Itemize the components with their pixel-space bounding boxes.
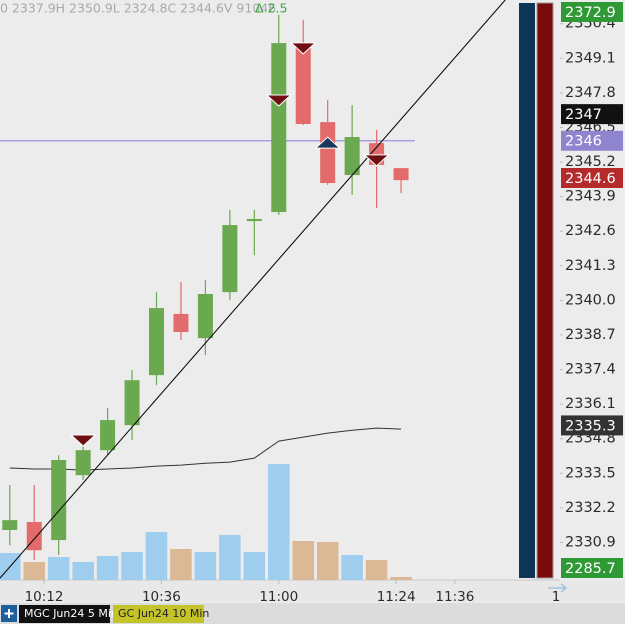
price-tag-label: 2344.6 (565, 171, 616, 187)
volume-bar (72, 562, 94, 580)
y-tick-label: 2349.1 (565, 50, 616, 66)
x-end-label: 1 (552, 589, 561, 605)
volume-bar (292, 541, 314, 580)
volume-bar (341, 555, 363, 580)
header-delta: Δ 2.5 (255, 1, 287, 16)
x-tick-label: 10:12 (25, 589, 64, 605)
y-tick-label: 2343.9 (565, 189, 616, 205)
column-bar-red (536, 2, 554, 579)
volume-bar (243, 552, 266, 580)
moving-average (9, 427, 402, 471)
candle-body (149, 308, 165, 376)
y-tick-label: 2333.5 (565, 465, 616, 481)
price-tag-label: 2347 (565, 107, 602, 123)
x-tick-label: 11:24 (377, 589, 416, 605)
price-tag (561, 2, 623, 22)
y-tick-label: 2347.8 (565, 85, 616, 101)
price-tag-label: 2372.9 (565, 5, 616, 21)
header-ohlc: 0 2337.9H 2350.9L 2324.8C 2344.6V 91046 (0, 1, 276, 16)
x-tick-label: 10:36 (142, 589, 181, 605)
volume-bar (121, 552, 143, 580)
candle-body (271, 43, 287, 213)
volume-bar (268, 464, 290, 580)
candle-body (124, 380, 140, 426)
volume-bar (219, 535, 241, 580)
column-bar-blue (519, 3, 535, 578)
volume-bar (145, 532, 168, 580)
candle-body (75, 450, 91, 476)
volume-bar (316, 542, 339, 580)
y-tick-label: 2337.4 (565, 362, 616, 378)
volume-bar (390, 577, 412, 580)
x-tick-label: 11:00 (259, 589, 298, 605)
tab-label: GC Jun24 10 Min (118, 607, 209, 620)
price-tag (561, 104, 623, 125)
y-tick-label: 2340.0 (565, 292, 616, 308)
y-tick-label: 2330.9 (565, 534, 616, 550)
candle-body (2, 520, 18, 530)
price-axis: 2350.42349.12347.82346.52345.22343.92342… (560, 2, 623, 578)
time-axis-strip (0, 580, 625, 602)
volume-bar (365, 560, 388, 580)
candle-body (26, 522, 42, 551)
price-tag-label: 2346 (565, 134, 602, 150)
tab-active[interactable] (19, 605, 110, 623)
price-tag (561, 167, 623, 188)
x-tick-label: 11:36 (435, 589, 474, 605)
plot-area (0, 0, 506, 580)
price-tag (561, 415, 623, 436)
trendline (0, 0, 506, 579)
candle-body (246, 218, 262, 222)
y-tick-label: 2345.2 (565, 154, 616, 170)
price-tag (561, 558, 623, 578)
candle-body (51, 460, 67, 541)
volume-bar (170, 549, 192, 580)
scroll-arrow[interactable] (548, 583, 568, 593)
buy-marker (314, 136, 341, 149)
candle-body (320, 122, 336, 184)
candle-body (173, 313, 189, 333)
plus-icon (4, 609, 14, 618)
y-tick-label: 2332.2 (565, 500, 616, 516)
y-tick-label: 2338.7 (565, 327, 616, 343)
y-tick-label: 2341.3 (565, 258, 616, 274)
y-tick-label: 2342.6 (565, 223, 616, 239)
y-tick-label: 2336.1 (565, 396, 616, 412)
price-tag-label: 2335.3 (565, 418, 616, 434)
candle-body (295, 47, 311, 124)
sell-marker (363, 154, 390, 167)
volume-bar (47, 557, 70, 580)
candle-body (344, 137, 360, 176)
volume-bar (23, 562, 45, 580)
candle-body (393, 168, 409, 181)
volume-bar (194, 552, 217, 580)
sell-marker (289, 42, 317, 55)
volume-bar (96, 556, 119, 580)
candle-body (197, 293, 213, 339)
sell-marker (265, 94, 293, 107)
price-tag-label: 2285.7 (565, 561, 616, 577)
price-tag (561, 130, 623, 151)
tab-label: MGC Jun24 5 Min (24, 607, 118, 620)
candle-body (100, 420, 116, 451)
sell-marker (69, 434, 97, 447)
candle-body (222, 225, 238, 293)
tab[interactable] (113, 605, 204, 623)
